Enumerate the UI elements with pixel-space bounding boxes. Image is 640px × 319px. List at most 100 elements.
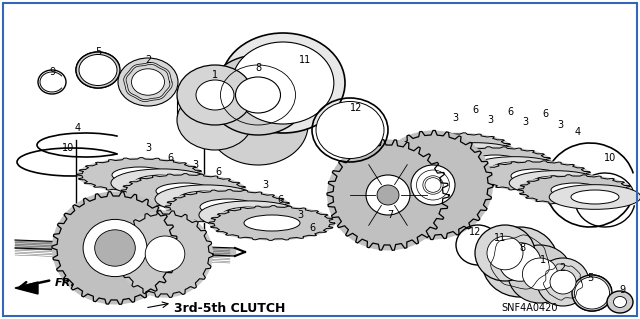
Ellipse shape <box>431 141 479 155</box>
Text: 3: 3 <box>192 160 198 170</box>
Text: 10: 10 <box>604 153 616 163</box>
Ellipse shape <box>549 185 640 209</box>
Ellipse shape <box>429 143 521 167</box>
Text: 12: 12 <box>350 103 362 113</box>
Ellipse shape <box>607 291 633 313</box>
Text: 2: 2 <box>559 263 565 273</box>
Text: 8: 8 <box>255 63 261 73</box>
Text: 10: 10 <box>62 143 74 153</box>
Ellipse shape <box>79 55 117 85</box>
Ellipse shape <box>221 33 345 133</box>
Polygon shape <box>15 282 38 294</box>
Ellipse shape <box>199 201 301 229</box>
Text: 5: 5 <box>587 273 593 283</box>
Text: 2: 2 <box>145 55 151 65</box>
Text: 3rd-5th CLUTCH: 3rd-5th CLUTCH <box>174 301 285 315</box>
Text: 6: 6 <box>507 107 513 117</box>
Ellipse shape <box>177 90 253 150</box>
Text: 4: 4 <box>75 123 81 133</box>
Text: 3: 3 <box>297 210 303 220</box>
Text: 6: 6 <box>472 105 478 115</box>
Ellipse shape <box>177 65 253 125</box>
Ellipse shape <box>471 155 519 169</box>
Ellipse shape <box>52 191 178 304</box>
Ellipse shape <box>531 176 579 190</box>
Ellipse shape <box>112 167 168 183</box>
Ellipse shape <box>236 77 280 113</box>
Ellipse shape <box>509 171 601 195</box>
Ellipse shape <box>145 236 185 272</box>
Ellipse shape <box>165 189 291 224</box>
Text: 7: 7 <box>387 210 393 220</box>
Ellipse shape <box>451 148 499 162</box>
Ellipse shape <box>398 133 512 163</box>
Ellipse shape <box>518 175 632 205</box>
Ellipse shape <box>196 80 234 110</box>
Text: 8: 8 <box>519 243 525 253</box>
Ellipse shape <box>156 183 212 199</box>
Ellipse shape <box>511 169 559 183</box>
Ellipse shape <box>134 175 190 191</box>
Ellipse shape <box>571 190 619 204</box>
Ellipse shape <box>508 245 572 303</box>
Ellipse shape <box>111 169 213 197</box>
Text: 9: 9 <box>619 285 625 295</box>
Text: 6: 6 <box>167 153 173 163</box>
Ellipse shape <box>478 161 592 191</box>
Text: 5: 5 <box>95 47 101 57</box>
Ellipse shape <box>575 277 609 309</box>
Ellipse shape <box>572 275 612 311</box>
Text: 12: 12 <box>469 227 481 237</box>
Text: 6: 6 <box>309 223 315 233</box>
Ellipse shape <box>117 210 213 298</box>
Text: 1: 1 <box>212 70 218 80</box>
Ellipse shape <box>438 147 552 177</box>
Ellipse shape <box>83 219 147 277</box>
Ellipse shape <box>77 158 203 192</box>
Ellipse shape <box>411 165 455 205</box>
Ellipse shape <box>95 230 135 266</box>
Ellipse shape <box>482 227 558 297</box>
Ellipse shape <box>131 69 164 95</box>
Text: 3: 3 <box>487 115 493 125</box>
Text: 3: 3 <box>522 117 528 127</box>
Ellipse shape <box>491 162 539 176</box>
Ellipse shape <box>614 296 627 308</box>
Ellipse shape <box>222 207 278 223</box>
Ellipse shape <box>366 175 410 215</box>
Ellipse shape <box>244 215 300 231</box>
Text: 1: 1 <box>540 255 546 265</box>
Ellipse shape <box>551 183 599 197</box>
Ellipse shape <box>155 185 257 213</box>
Ellipse shape <box>178 191 234 207</box>
Text: FR.: FR. <box>55 278 76 288</box>
Text: 3: 3 <box>145 143 151 153</box>
Text: 6: 6 <box>215 167 221 177</box>
Ellipse shape <box>327 139 449 250</box>
Ellipse shape <box>522 258 557 290</box>
Text: 6: 6 <box>542 109 548 119</box>
Ellipse shape <box>232 42 334 124</box>
Ellipse shape <box>499 243 541 281</box>
Ellipse shape <box>209 206 335 241</box>
Ellipse shape <box>118 58 178 106</box>
Ellipse shape <box>475 225 535 281</box>
Ellipse shape <box>537 258 589 306</box>
Text: 9: 9 <box>49 67 55 77</box>
Text: 6: 6 <box>277 195 283 205</box>
Ellipse shape <box>487 236 523 270</box>
Ellipse shape <box>469 157 561 181</box>
Text: 4: 4 <box>575 127 581 137</box>
Text: 3: 3 <box>557 120 563 130</box>
Ellipse shape <box>208 85 308 165</box>
Ellipse shape <box>76 52 120 88</box>
Ellipse shape <box>200 199 256 215</box>
Text: SNF4A0420: SNF4A0420 <box>502 303 558 313</box>
Ellipse shape <box>121 174 247 208</box>
Ellipse shape <box>316 101 384 159</box>
Text: 3: 3 <box>452 113 458 123</box>
Text: 3: 3 <box>262 180 268 190</box>
Ellipse shape <box>550 270 576 294</box>
Ellipse shape <box>208 55 308 135</box>
Text: 11: 11 <box>494 233 506 243</box>
